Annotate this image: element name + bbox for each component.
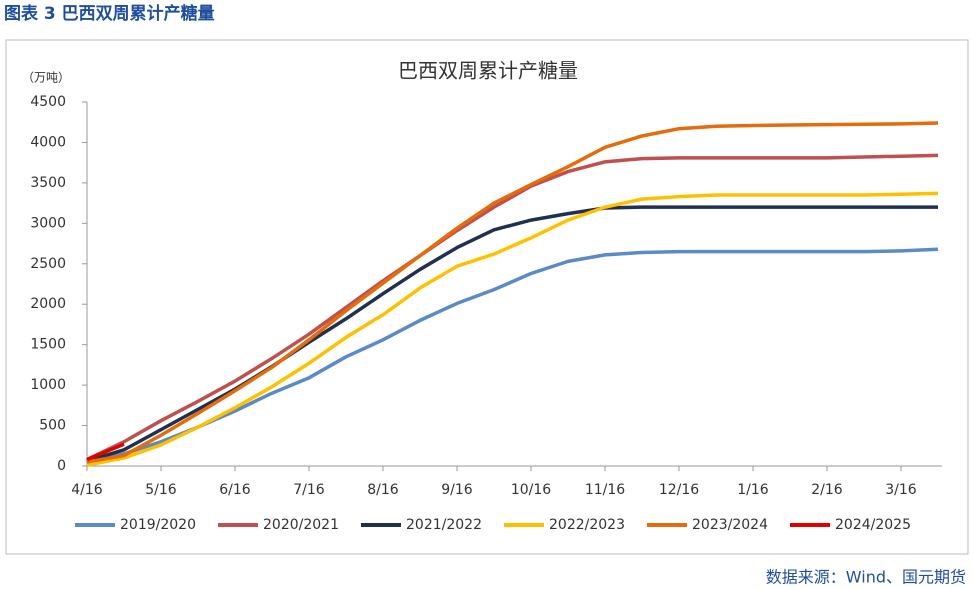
x-tick-label: 4/16 — [71, 482, 103, 498]
legend-label: 2022/2023 — [549, 517, 625, 533]
x-tick-label: 10/16 — [511, 482, 551, 498]
x-tick-label: 5/16 — [145, 482, 177, 498]
x-tick-label: 11/16 — [585, 482, 625, 498]
y-tick-label: 500 — [39, 418, 66, 434]
y-tick-label: 1000 — [30, 377, 66, 393]
y-tick-label: 3500 — [30, 175, 66, 191]
x-tick-label: 1/16 — [737, 482, 769, 498]
x-tick-label: 2/16 — [811, 482, 843, 498]
chart-title: 巴西双周累计产糖量 — [398, 59, 578, 83]
y-tick-label: 2500 — [30, 256, 66, 272]
x-tick-label: 12/16 — [659, 482, 699, 498]
x-tick-label: 7/16 — [293, 482, 325, 498]
y-tick-label: 3000 — [30, 215, 66, 231]
y-tick-label: 2000 — [30, 296, 66, 312]
legend-label: 2023/2024 — [692, 517, 768, 533]
legend-label: 2024/2025 — [835, 517, 911, 533]
x-tick-label: 8/16 — [367, 482, 399, 498]
chart-frame — [5, 39, 969, 555]
legend-label: 2019/2020 — [120, 517, 196, 533]
series-line — [86, 121, 939, 464]
series-line — [86, 153, 939, 462]
y-tick-label: 4000 — [30, 134, 66, 150]
header-title: 图表 3 巴西双周累计产糖量 — [4, 3, 215, 24]
y-tick-label: 0 — [57, 458, 66, 474]
series-line — [86, 247, 939, 465]
series-line — [86, 191, 939, 467]
x-tick-label: 6/16 — [219, 482, 251, 498]
series-line — [86, 442, 125, 462]
x-tick-label: 3/16 — [885, 482, 917, 498]
x-tick-label: 9/16 — [441, 482, 473, 498]
legend-label: 2021/2022 — [406, 517, 482, 533]
y-axis-label: （万吨） — [22, 71, 70, 85]
y-tick-label: 1500 — [30, 337, 66, 353]
legend-label: 2020/2021 — [263, 517, 339, 533]
y-tick-label: 4500 — [30, 94, 66, 110]
source: 数据来源：Wind、国元期货 — [766, 568, 966, 587]
